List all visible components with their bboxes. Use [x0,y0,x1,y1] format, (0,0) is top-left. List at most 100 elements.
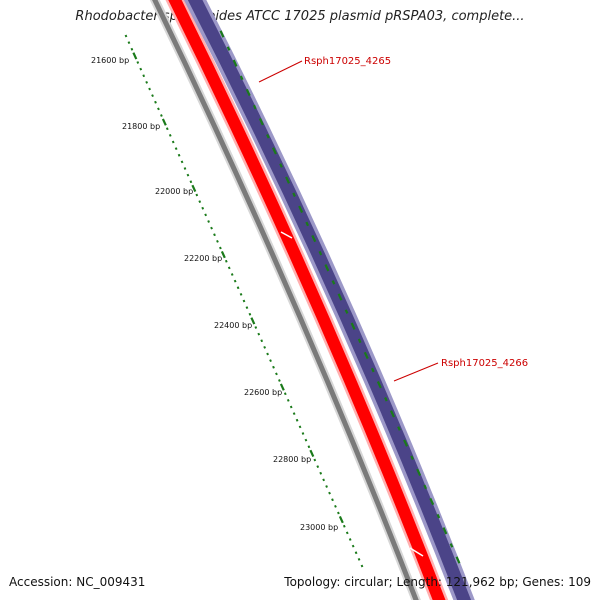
ruler-minor-tick [130,47,134,51]
ruler-minor-tick [210,226,213,230]
gene-callout-rsph17025-4266[interactable]: Rsph17025_4266 [393,358,528,382]
ruler-minor-tick [304,438,308,442]
outer-scale-tick [252,104,257,110]
ruler-labels: 21600 bp 21800 bp 22000 bp 22200 bp 2240… [91,56,338,532]
outer-scale-tick [416,468,422,476]
outer-scale-tick [331,280,336,285]
ruler-minor-tick [227,266,231,270]
ruler-minor-tick [124,34,128,38]
ruler-minor-tick [263,345,267,349]
ruler-minor-tick [180,160,184,164]
ruler-minor-tick [351,544,355,548]
ruler-minor-tick [142,74,146,78]
gene-callout-line [393,362,439,382]
ruler-minor-tick [201,206,205,210]
ruler-minor-tick [195,193,199,197]
ruler-label: 22200 bp [184,254,222,263]
ruler-minor-tick [151,94,154,98]
ruler-minor-tick [224,259,228,263]
outer-scale-tick [311,234,317,243]
ruler-minor-tick [275,372,278,376]
ruler-minor-tick [136,61,140,64]
ruler-minor-tick [157,107,160,111]
forward-strand-track [183,0,475,600]
ruler-minor-tick [360,564,364,568]
ruler-label: 21800 bp [122,122,160,131]
outer-scale-tick [258,118,264,126]
reverse-strand-track [165,0,449,600]
ruler-minor-tick [233,279,237,283]
backbone-track [149,0,421,600]
ruler-minor-tick [127,41,131,45]
ruler-label: 23000 bp [300,523,338,532]
ruler-minor-tick [168,133,172,137]
outer-scale-tick [376,381,382,389]
topology-summary: Topology: circular; Length: 121,962 bp; … [284,575,591,589]
ruler-minor-tick [357,557,361,561]
outer-scale-tick [344,309,349,314]
ruler-minor-tick [148,87,151,91]
ruler-major-tick [132,52,138,60]
outer-scale-tick [384,397,388,402]
ruler-minor-tick [171,140,175,144]
outer-scale-tick [370,367,375,373]
ruler-minor-tick [313,458,317,462]
ruler-minor-tick [254,326,258,329]
ruler-minor-tick [239,292,243,296]
outer-scale-tick [397,426,401,431]
ruler-minor-tick [160,114,163,117]
ruler-minor-tick [295,418,299,422]
ruler-minor-tick [248,312,252,316]
outer-scale-tick [455,556,461,564]
ruler-minor-tick [177,153,181,157]
ruler-minor-tick [257,332,261,336]
outer-scale-tick [292,192,296,197]
ruler-major-tick [161,118,167,126]
ruler-major-tick [279,383,285,391]
ruler-minor-tick [236,286,240,290]
ruler-minor-tick [283,392,287,396]
ruler-label: 22800 bp [273,455,311,464]
ruler-minor-tick [139,67,143,71]
ruler-minor-tick [174,147,178,151]
ruler-minor-tick [154,100,157,104]
ruler-major-ticks [132,52,344,524]
ruler-minor-tick [230,273,234,276]
outer-scale-tick [429,497,435,506]
gene-label[interactable]: Rsph17025_4265 [304,56,391,67]
ruler-minor-tick [219,246,222,250]
ruler-minor-tick [204,213,208,217]
ruler-minor-tick [272,365,275,369]
gene-boundary-mark [280,231,293,239]
ruler-minor-tick [213,233,216,237]
outer-scale-tick [305,221,310,227]
outer-scale-tick [279,163,283,168]
ruler-minor-tick [307,445,311,449]
ruler-major-tick [250,317,256,325]
outer-scale-tick [410,455,414,460]
outer-scale-tick [363,351,369,360]
ruler-minor-tick [165,127,169,131]
ruler-minor-tick [348,538,352,541]
ruler-minor-tick [207,220,210,223]
gene-label[interactable]: Rsph17025_4266 [441,358,528,369]
ruler-minor-tick [337,511,340,515]
outer-scale-tick [449,543,454,548]
ruler-major-tick [338,515,344,524]
outer-scale-ticks [219,30,461,564]
outer-scale-tick [226,46,231,51]
gene-callout-line [258,60,303,83]
ruler-minor-tick [183,167,187,170]
outer-scale-tick [337,293,343,301]
outer-scale-tick [403,439,409,447]
gene-callout-rsph17025-4265[interactable]: Rsph17025_4265 [258,56,391,83]
ruler-minor-tick [301,432,305,435]
ruler-label: 22600 bp [244,388,282,397]
outer-scale-tick [271,147,277,155]
ruler-minor-tick [289,405,293,409]
ruler-minor-tick [345,531,349,535]
ruler-minor-tick [354,551,358,555]
outer-scale-tick [389,410,395,418]
